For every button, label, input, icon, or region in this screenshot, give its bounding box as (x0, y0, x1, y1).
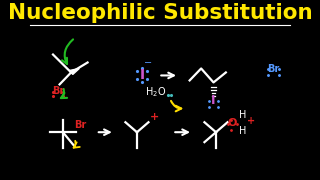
Polygon shape (69, 68, 79, 75)
Text: I: I (211, 94, 216, 107)
Text: +: + (150, 112, 159, 122)
Text: Br: Br (75, 120, 87, 130)
Text: +: + (247, 116, 255, 126)
Text: I: I (139, 68, 144, 82)
Text: Br: Br (268, 64, 280, 75)
Text: H: H (239, 110, 246, 120)
Text: Nucleophilic Substitution: Nucleophilic Substitution (8, 3, 312, 23)
Text: −: − (144, 58, 153, 68)
Text: Br: Br (52, 86, 64, 96)
Text: H: H (239, 126, 246, 136)
Text: O: O (228, 118, 237, 128)
Text: H$_2$O: H$_2$O (145, 85, 166, 99)
